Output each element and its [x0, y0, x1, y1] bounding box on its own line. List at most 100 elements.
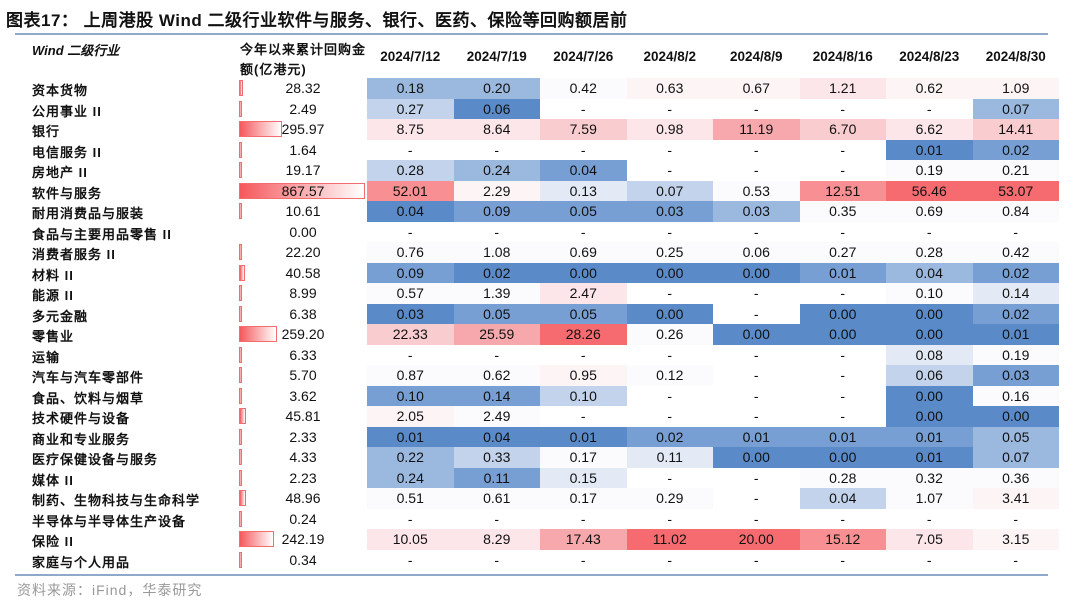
industry-name: 媒体 II	[32, 472, 74, 488]
table-row: 公用事业 II 2.49 0.27 0.06- - - - -0.07	[0, 98, 1080, 119]
heatmap-cell: -	[453, 508, 540, 529]
industry-name: 耐用消费品与服装	[32, 206, 145, 221]
heatmap-cell: -	[453, 549, 540, 570]
industry-name: 运输	[32, 349, 61, 365]
cumulative-data-bar	[239, 449, 242, 465]
industry-name: 多元金融	[32, 308, 89, 324]
heatmap-cell: 0.33	[453, 447, 540, 468]
heatmap-cell: -	[799, 139, 886, 160]
heatmap-cell: -	[713, 344, 800, 365]
heatmap-cell: 0.01	[886, 426, 973, 447]
cumulative-data-bar	[239, 387, 242, 404]
heatmap-cell: -	[799, 98, 886, 119]
table-row: 保险 II 242.19 10.05 8.29 17.43 11.02 20.00 15.12…	[0, 529, 1080, 550]
heatmap-cell: 0.09	[453, 201, 540, 222]
cumulative-value: 2.49	[289, 100, 317, 117]
heatmap-cell: 0.07	[626, 180, 713, 201]
table-row: 食品、饮料与烟草 3.62 0.10 0.14 0.10- - -0.00 0.16	[0, 385, 1080, 406]
heatmap-cell: 0.32	[886, 467, 973, 488]
heatmap-cell: -	[626, 467, 713, 488]
cumulative-value: 10.61	[285, 203, 321, 219]
heatmap-cell: 0.07	[972, 98, 1059, 119]
heatmap-cell: 0.01	[540, 426, 627, 447]
heatmap-cell: 0.00	[886, 324, 973, 345]
heatmap-cell: 0.28	[799, 467, 886, 488]
heatmap-cell: 15.12	[799, 529, 886, 550]
heatmap-cell: -	[799, 344, 886, 365]
heatmap-cell: 0.04	[367, 201, 454, 222]
cumulative-value: 5.70	[289, 367, 317, 383]
cumulative-value: 259.20	[281, 326, 325, 342]
heatmap-cell: -	[540, 139, 627, 160]
heatmap-cell: 0.35	[799, 201, 886, 222]
industry-name: 零售业	[32, 329, 75, 344]
header-date: 2024/8/9	[729, 49, 783, 64]
heatmap-cell: -	[713, 139, 800, 160]
heatmap-cell: 0.01	[799, 426, 886, 447]
industry-name: 半导体与半导体生产设备	[32, 513, 187, 529]
table-row: 零售业 259.20 22.33 25.59 28.26 0.26 0.00 0.00 0.00…	[0, 324, 1080, 345]
heatmap-cell: 0.01	[713, 426, 800, 447]
heatmap-cell: 0.24	[453, 160, 540, 181]
cumulative-value: 48.96	[285, 490, 321, 506]
heatmap-cell: -	[799, 549, 886, 570]
cumulative-data-bar	[239, 367, 242, 383]
heatmap-cell: -	[367, 508, 454, 529]
heatmap-cell: 0.28	[886, 242, 973, 263]
cumulative-data-bar	[239, 141, 242, 158]
header-cumulative: 今年以来累计回购金额(亿港元)	[240, 42, 367, 77]
heatmap-cell: -	[626, 549, 713, 570]
heatmap-cell: 0.42	[540, 78, 627, 99]
industry-name: 材料 II	[32, 267, 74, 283]
heatmap-cell: -	[626, 385, 713, 406]
cumulative-data-bar	[239, 121, 282, 137]
heatmap-cell: 0.08	[886, 344, 973, 365]
cumulative-data-bar	[239, 162, 242, 178]
cumulative-data-bar	[239, 469, 242, 486]
heatmap-cell: 2.47	[540, 283, 627, 304]
table-row: 家庭与个人用品 0.34- - - - - - - -	[0, 549, 1080, 570]
heatmap-cell: 0.04	[540, 160, 627, 181]
header-date: 2024/8/16	[812, 49, 873, 64]
industry-name: 房地产 II	[32, 165, 88, 180]
heatmap-cell: 0.36	[972, 467, 1059, 488]
heatmap-cell: 0.51	[367, 488, 454, 509]
cumulative-value: 8.99	[289, 285, 317, 301]
top-rule	[15, 33, 1048, 35]
heatmap-cell: -	[713, 467, 800, 488]
heatmap-cell: -	[886, 221, 973, 242]
heatmap-cell: 1.21	[799, 78, 886, 99]
heatmap-cell: 10.05	[367, 529, 454, 550]
cumulative-value: 6.33	[289, 346, 317, 363]
heatmap-cell: 2.49	[453, 406, 540, 427]
heatmap-cell: 0.03	[713, 201, 800, 222]
heatmap-cell: 0.03	[972, 365, 1059, 386]
cumulative-data-bar	[239, 80, 244, 96]
heatmap-cell: 0.00	[540, 262, 627, 283]
heatmap-cell: 20.00	[713, 529, 800, 550]
heatmap-cell: 0.00	[713, 447, 800, 468]
industry-name: 食品、饮料与烟草	[32, 390, 145, 406]
heatmap-cell: 0.57	[367, 283, 454, 304]
heatmap-cell: 0.29	[626, 488, 713, 509]
industry-name: 汽车与汽车零部件	[32, 370, 145, 385]
heatmap-cell: 0.63	[626, 78, 713, 99]
industry-name: 电信服务 II	[32, 144, 102, 160]
heatmap-cell: 0.00	[972, 406, 1059, 427]
table-row: 材料 II 40.58 0.09 0.02 0.00 0.00 0.00 0.01 0.04 0.…	[0, 262, 1080, 283]
heatmap-cell: 11.19	[713, 119, 800, 140]
heatmap-cell: -	[799, 160, 886, 181]
heatmap-cell: -	[713, 406, 800, 427]
heatmap-cell: -	[799, 406, 886, 427]
heatmap-cell: 0.18	[367, 78, 454, 99]
heatmap-cell: 0.06	[713, 242, 800, 263]
heatmap-cell: -	[626, 160, 713, 181]
heatmap-cell: 0.03	[626, 201, 713, 222]
table-row: 半导体与半导体生产设备 0.24- - - - - - - -	[0, 508, 1080, 529]
heatmap-cell: -	[713, 488, 800, 509]
heatmap-cell: 56.46	[886, 180, 973, 201]
heatmap-cell: 0.62	[886, 78, 973, 99]
table-row: 多元金融 6.38 0.03 0.05 0.05 0.00-0.00 0.00 0.02	[0, 303, 1080, 324]
heatmap-cell: 0.03	[367, 303, 454, 324]
heatmap-cell: 8.64	[453, 119, 540, 140]
